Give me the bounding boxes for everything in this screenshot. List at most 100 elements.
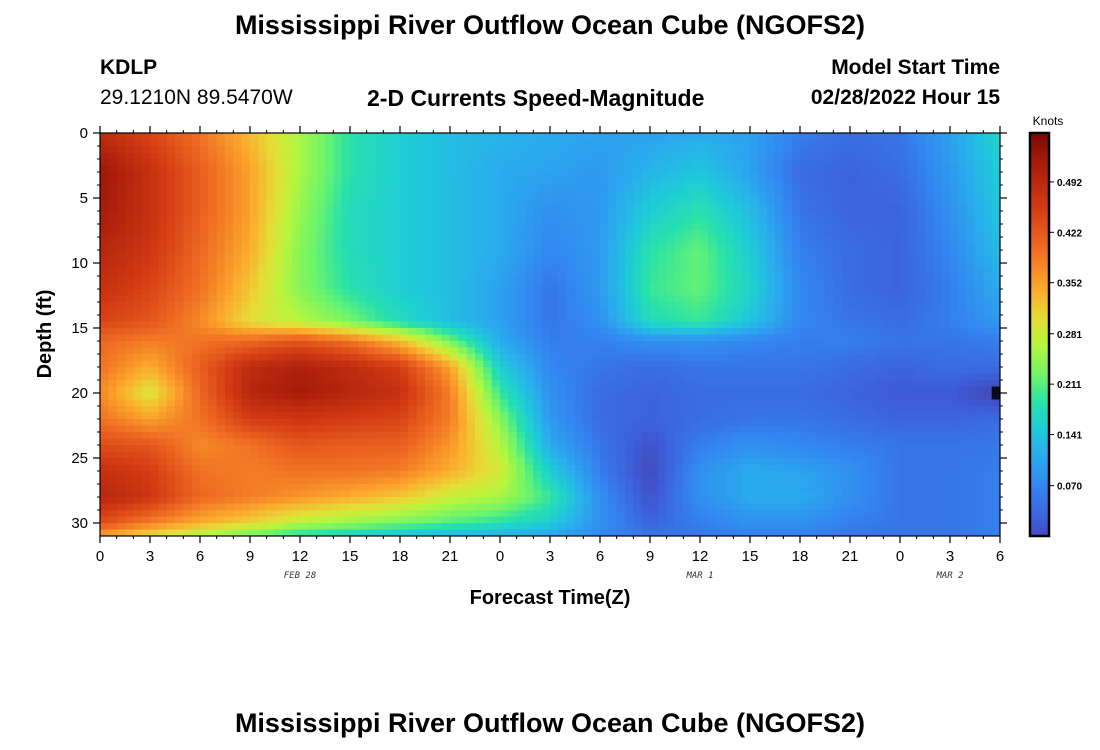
heatmap-cell [408, 419, 418, 427]
heatmap-cell [833, 393, 843, 401]
heatmap-cell [358, 146, 368, 154]
heatmap-cell [725, 393, 734, 401]
heatmap-cell [708, 282, 718, 290]
heatmap-cell [225, 159, 234, 167]
heatmap-cell [616, 204, 626, 212]
heatmap-cell [675, 256, 684, 264]
heatmap-cell [383, 282, 393, 290]
heatmap-cell [566, 237, 576, 245]
heatmap-cell [141, 159, 151, 167]
heatmap-cell [458, 321, 468, 329]
heatmap-cell [858, 152, 868, 160]
heatmap-cell [125, 289, 134, 297]
heatmap-cell [941, 321, 951, 329]
heatmap-cell [825, 230, 834, 238]
heatmap-cell [875, 243, 884, 251]
heatmap-cell [150, 237, 159, 245]
heatmap-cell [808, 393, 818, 401]
heatmap-cell [766, 367, 776, 375]
heatmap-cell [866, 230, 876, 238]
heatmap-cell [141, 373, 151, 381]
heatmap-cell [625, 276, 634, 284]
heatmap-cell [700, 321, 709, 329]
heatmap-cell [775, 250, 784, 258]
heatmap-cell [283, 146, 293, 154]
heatmap-cell [800, 354, 809, 362]
heatmap-cell [525, 204, 534, 212]
heatmap-cell [600, 185, 609, 193]
heatmap-cell [158, 386, 168, 394]
model-start-label: Model Start Time [831, 56, 1000, 79]
heatmap-cell [100, 159, 109, 167]
heatmap-cell [350, 328, 359, 336]
heatmap-cell [450, 341, 459, 349]
heatmap-cell [725, 360, 734, 368]
heatmap-cell [666, 165, 676, 173]
heatmap-cell [150, 334, 159, 342]
heatmap-cell [358, 282, 368, 290]
heatmap-cell [275, 289, 284, 297]
heatmap-cell [633, 315, 643, 323]
heatmap-cell [833, 289, 843, 297]
heatmap-cell [425, 315, 434, 323]
heatmap-cell [216, 211, 226, 219]
heatmap-cell [375, 399, 384, 407]
heatmap-cell [166, 380, 176, 388]
heatmap-cell [333, 250, 343, 258]
heatmap-cell [175, 237, 184, 245]
heatmap-cell [158, 347, 168, 355]
heatmap-cell [566, 425, 576, 433]
heatmap-cell [650, 133, 659, 141]
heatmap-cell [691, 412, 701, 420]
heatmap-cell [583, 139, 593, 147]
heatmap-cell [791, 198, 801, 206]
heatmap-cell [150, 341, 159, 349]
heatmap-cell [266, 230, 276, 238]
heatmap-cell [225, 139, 234, 147]
heatmap-cell [258, 295, 268, 303]
heatmap-cell [975, 224, 984, 232]
heatmap-cell [691, 315, 701, 323]
heatmap-cell [791, 178, 801, 186]
heatmap-cell [841, 185, 851, 193]
heatmap-cell [850, 399, 859, 407]
heatmap-cell [550, 269, 559, 277]
heatmap-cell [858, 133, 868, 141]
heatmap-cell [983, 217, 993, 225]
heatmap-cell [233, 380, 243, 388]
heatmap-cell [500, 198, 509, 206]
heatmap-cell [491, 412, 501, 420]
heatmap-cell [875, 204, 884, 212]
heatmap-cell [808, 256, 818, 264]
heatmap-cell [116, 237, 126, 245]
heatmap-cell [766, 308, 776, 316]
heatmap-cell [466, 191, 476, 199]
heatmap-cell [808, 230, 818, 238]
heatmap-cell [500, 360, 509, 368]
heatmap-cell [191, 295, 201, 303]
heatmap-cell [716, 217, 726, 225]
heatmap-cell [325, 198, 334, 206]
heatmap-cell [908, 237, 918, 245]
heatmap-cell [441, 269, 451, 277]
heatmap-cell [508, 217, 518, 225]
heatmap-cell [141, 393, 151, 401]
heatmap-cell [550, 263, 559, 271]
heatmap-cell [341, 341, 351, 349]
heatmap-cell [333, 315, 343, 323]
heatmap-cell [125, 185, 134, 193]
heatmap-cell [441, 412, 451, 420]
heatmap-cell [125, 224, 134, 232]
heatmap-cell [400, 308, 409, 316]
heatmap-cell [675, 289, 684, 297]
heatmap-cell [958, 406, 968, 414]
heatmap-cell [450, 159, 459, 167]
heatmap-cell [941, 308, 951, 316]
heatmap-cell [891, 373, 901, 381]
heatmap-cell [808, 217, 818, 225]
heatmap-cell [433, 321, 443, 329]
heatmap-cell [600, 354, 609, 362]
heatmap-cell [558, 308, 568, 316]
heatmap-cell [225, 399, 234, 407]
heatmap-cell [408, 360, 418, 368]
